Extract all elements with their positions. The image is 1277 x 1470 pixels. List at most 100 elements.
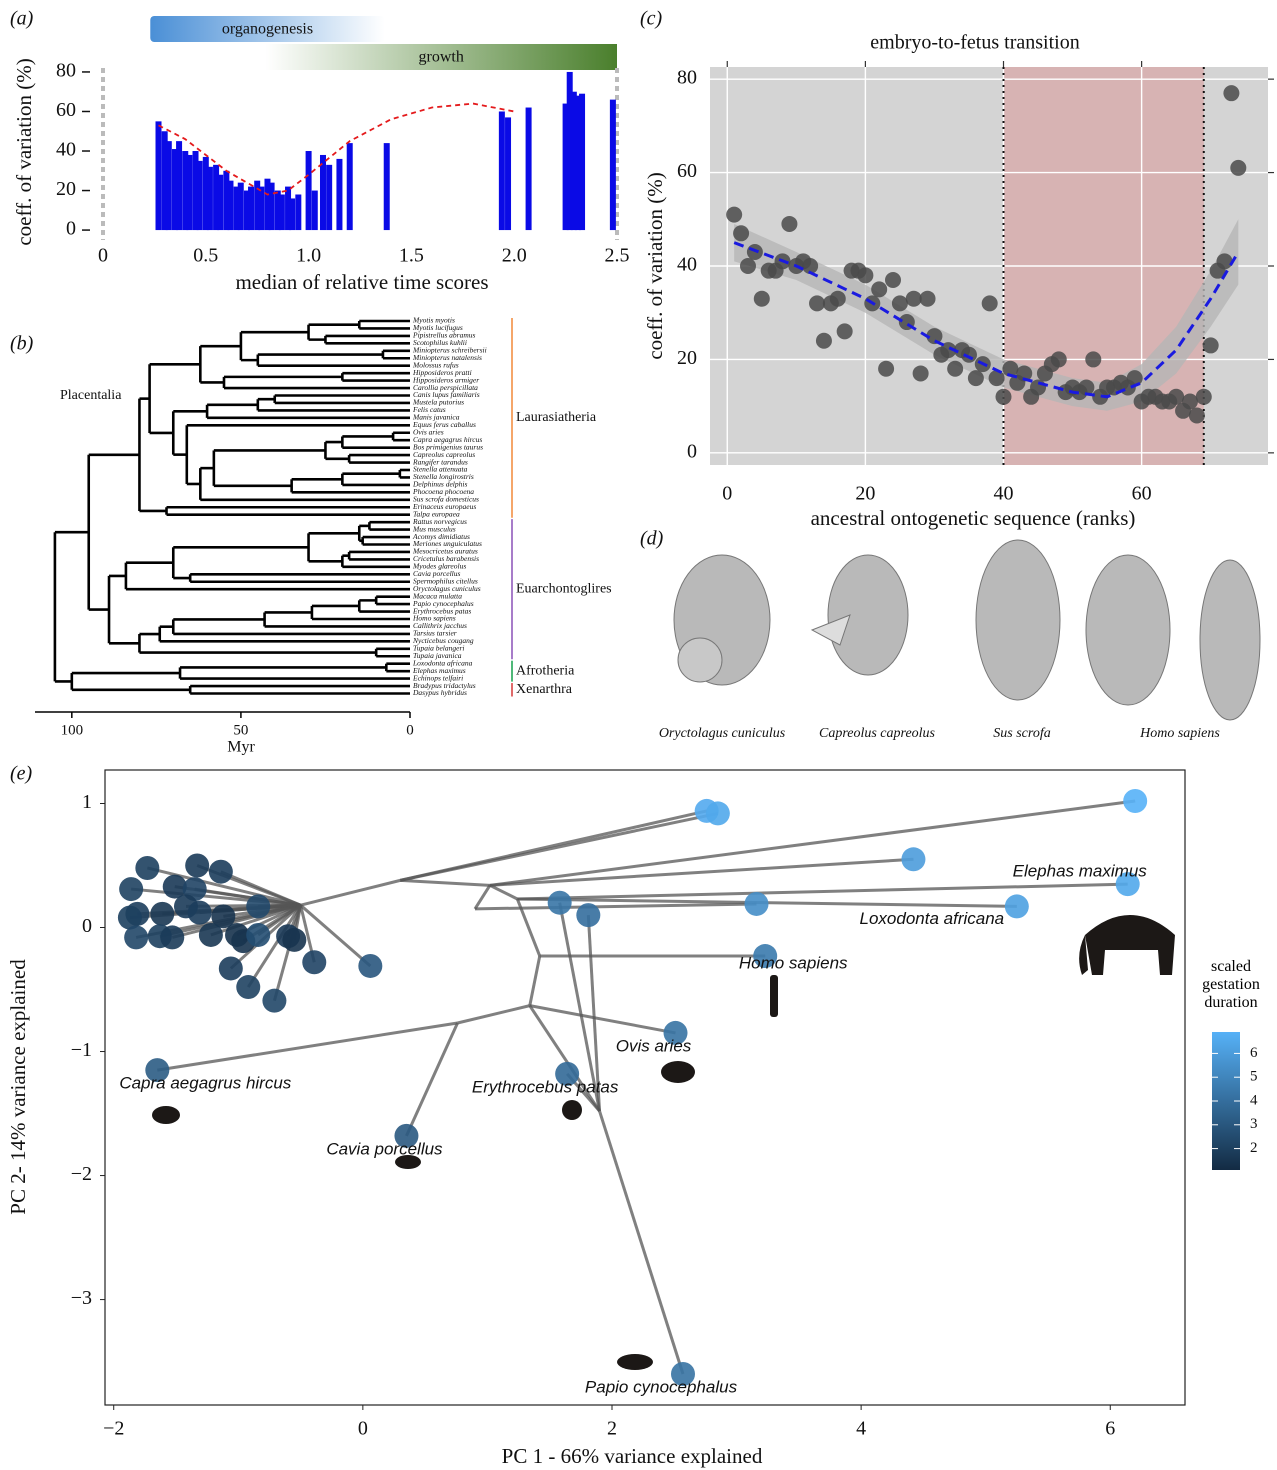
point [145, 1058, 170, 1083]
point [878, 360, 895, 377]
species-label: Miniopterus schreibersii [412, 346, 487, 355]
species-label: Echinops telfairi [412, 673, 463, 682]
point [857, 267, 874, 284]
y-tick-label: 0 [66, 218, 76, 240]
x-tick-label: 0 [358, 1418, 368, 1440]
bar [609, 99, 616, 231]
point [926, 328, 943, 345]
guinea-pig-silhouette [395, 1155, 421, 1169]
phylo-branch [157, 1021, 458, 1072]
bar [505, 117, 512, 231]
species-label: Stenella attenuata [413, 465, 468, 474]
point [547, 890, 572, 915]
species-label: Mesocricetus auratus [412, 547, 478, 556]
point [119, 877, 144, 902]
species-label: Tarsius tarsier [413, 629, 457, 638]
x-tick-label: 20 [855, 483, 875, 505]
point [901, 847, 926, 872]
embryo-image [677, 637, 723, 683]
species-label: Mustela putorius [412, 398, 464, 407]
bar [574, 95, 581, 231]
species-label: Erythrocebus patas [412, 606, 471, 615]
point [236, 975, 261, 1000]
root-label: Placentalia [60, 388, 122, 403]
point [940, 342, 957, 359]
clade-label: Laurasiatheria [516, 410, 597, 425]
bar [182, 151, 189, 231]
species-label: Homo sapiens [739, 954, 848, 973]
bar [525, 107, 532, 231]
point [1002, 360, 1019, 377]
x-tick-label: 2.0 [502, 245, 527, 267]
species-label: Erythrocebus patas [472, 1077, 619, 1096]
point [1016, 365, 1033, 382]
bar [579, 93, 586, 231]
point [705, 801, 730, 826]
x-tick-label: 40 [994, 483, 1014, 505]
point [1188, 407, 1205, 424]
y-tick-label: 20 [677, 347, 697, 369]
phylo-branch [171, 903, 301, 939]
bar [186, 154, 193, 231]
phylo-branch [489, 883, 518, 901]
embryo-image [1085, 554, 1171, 706]
phylo-branch [405, 1022, 459, 1137]
species-label: Loxodonta africana [412, 658, 473, 667]
panel-label: (e) [10, 763, 33, 785]
point [1123, 789, 1148, 814]
point [919, 290, 936, 307]
y-tick-label: −2 [71, 1163, 92, 1185]
bar [570, 91, 577, 231]
y-tick-label: 80 [677, 67, 697, 89]
phylo-branch [489, 857, 914, 887]
point [208, 859, 233, 884]
species-label: Hipposideros pratti [412, 368, 472, 377]
point [150, 901, 175, 926]
point [185, 853, 210, 878]
bar [566, 71, 573, 231]
x-tick-label: 4 [856, 1418, 866, 1440]
point [1168, 388, 1185, 405]
species-label: Mus musculus [412, 524, 456, 533]
species-label: Ovis aries [413, 427, 444, 436]
y-tick-label: 80 [56, 60, 76, 82]
colorbar-tick-label: 4 [1250, 1092, 1258, 1108]
point [1230, 159, 1247, 176]
species-label: Loxodonta africana [860, 909, 1005, 928]
point [187, 900, 212, 925]
bar [237, 182, 244, 231]
point [753, 290, 770, 307]
human-silhouette [770, 975, 778, 1017]
point [218, 956, 243, 981]
species-label: Canis lupus familiaris [413, 390, 480, 399]
species-label: Pipistrellus abramus [412, 331, 476, 340]
point [967, 370, 984, 387]
fit-line [158, 102, 515, 196]
bar [336, 158, 343, 231]
species-label: Miniopterus natalensis [412, 353, 482, 362]
point [802, 258, 819, 274]
colorbar-tick-label: 3 [1250, 1116, 1258, 1132]
y-axis-label: PC 2- 14% variance explained [6, 959, 30, 1215]
phylo-branch [210, 903, 302, 937]
point [160, 925, 185, 950]
species-label: Delphinus delphis [412, 480, 467, 489]
y-tick-label: −1 [71, 1039, 92, 1061]
point [302, 950, 327, 975]
y-axis-label: coeff. of variation (%) [643, 172, 667, 359]
point [1004, 894, 1029, 919]
point [947, 360, 964, 377]
bar [176, 141, 183, 231]
phylo-branch [474, 902, 757, 911]
bar [383, 143, 390, 231]
point [117, 905, 142, 930]
bar [213, 164, 220, 231]
bar [227, 180, 234, 231]
species-label: Oryctolagus cuniculus [413, 584, 481, 593]
point [394, 1123, 419, 1148]
point [1181, 393, 1198, 410]
bar [562, 103, 569, 231]
colorbar-tick-label: 6 [1250, 1045, 1258, 1061]
point [1050, 351, 1067, 368]
